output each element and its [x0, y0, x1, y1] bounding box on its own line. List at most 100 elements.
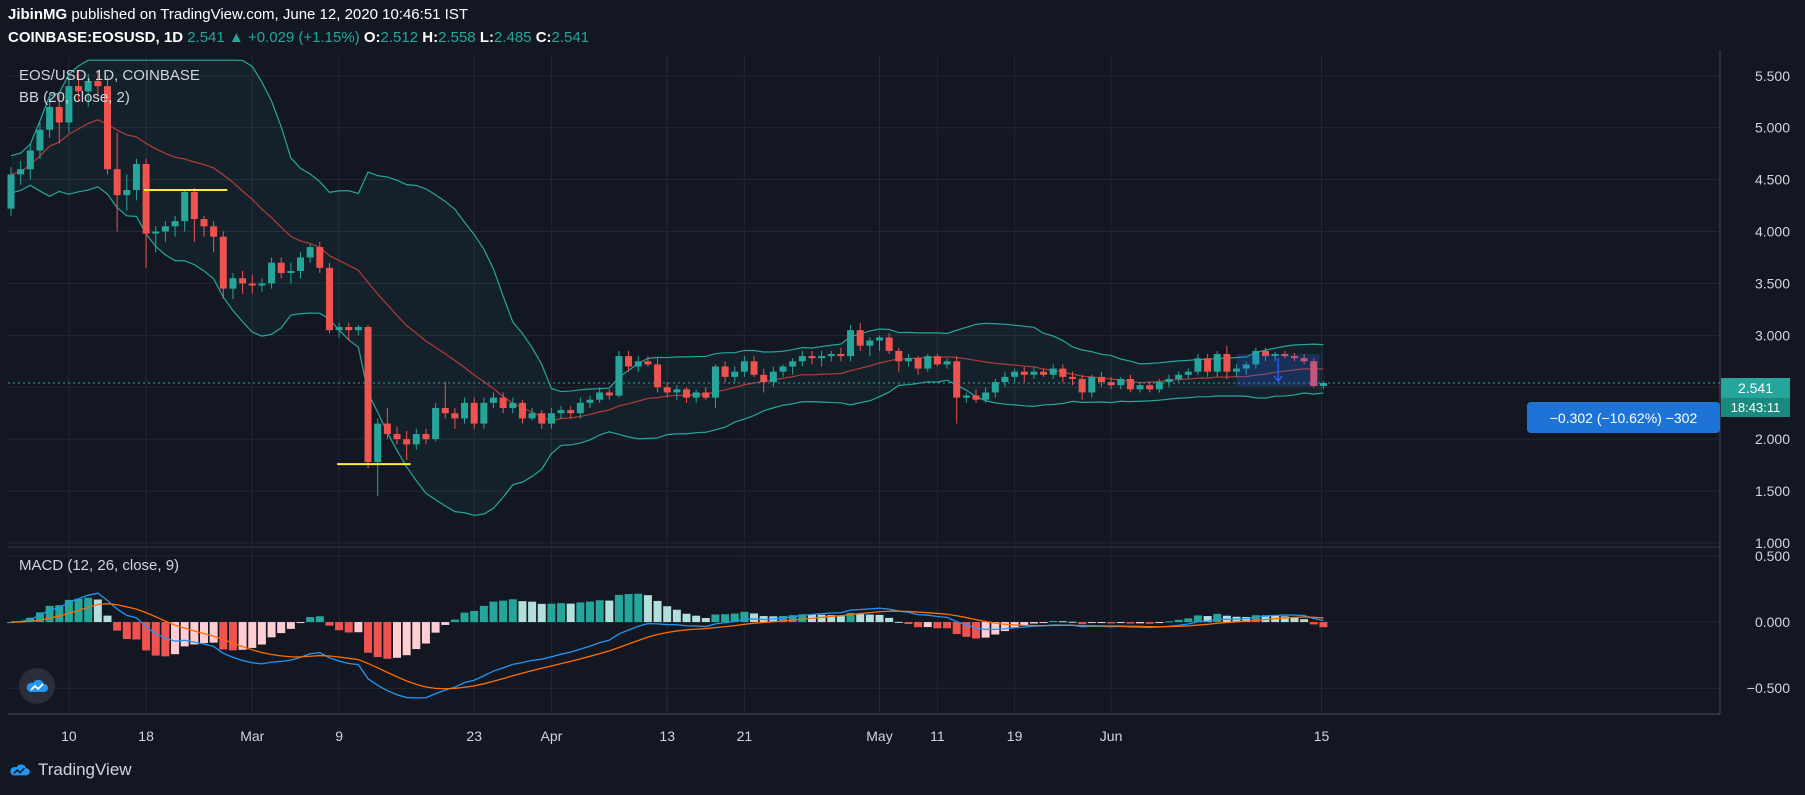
time-tick-label: Mar [240, 728, 264, 744]
macd-histogram-bar [450, 619, 459, 623]
candle-body [760, 374, 768, 383]
macd-histogram-bar [605, 600, 614, 623]
candle [567, 405, 575, 419]
candle-body [248, 283, 256, 286]
macd-histogram-bar [1078, 622, 1087, 625]
macd-histogram-bar [537, 603, 546, 623]
macd-histogram-bar [344, 622, 353, 633]
candle [673, 385, 681, 400]
macd-indicator-label[interactable]: MACD (12, 26, close, 9) [19, 557, 180, 574]
candle [644, 356, 652, 367]
macd-histogram-bar [923, 622, 932, 628]
macd-histogram-bar [875, 614, 884, 623]
candle-body [991, 382, 999, 393]
price-tick-label: 1.500 [1755, 483, 1790, 499]
brand[interactable]: TradingView [8, 760, 132, 780]
candle [123, 174, 131, 211]
candle-body [1136, 385, 1144, 390]
candle-body [393, 433, 401, 440]
candle [181, 189, 189, 232]
candle-body [210, 226, 218, 237]
candle-body [634, 361, 642, 367]
close-label: C: [535, 29, 552, 46]
candle-body [1204, 358, 1212, 372]
candle-body [798, 356, 806, 362]
candle-body [1155, 382, 1163, 390]
candle [1281, 350, 1289, 359]
macd-histogram-bar [248, 622, 257, 648]
candle [268, 257, 276, 289]
candle [818, 350, 826, 367]
macd-histogram-bar [1319, 622, 1328, 628]
candle [721, 361, 729, 383]
candle-body [962, 395, 970, 398]
price-tick-label: 5.000 [1755, 120, 1790, 136]
tradingview-logo-button[interactable] [19, 668, 55, 704]
candle-body [403, 439, 411, 445]
macd-histogram-bar [64, 599, 73, 623]
macd-histogram-bar [1058, 621, 1067, 623]
candle-body [1175, 374, 1183, 379]
candle-body [335, 327, 343, 331]
tradingview-icon [10, 764, 30, 776]
main-pane-title[interactable]: EOS/USD, 1D, COINBASE [19, 67, 200, 84]
macd-histogram-bar [190, 622, 199, 645]
macd-histogram-bar [1116, 622, 1125, 624]
bb-lower-band [10, 184, 1324, 517]
candle [1165, 374, 1173, 388]
candle-body [123, 189, 131, 196]
macd-histogram-bar [267, 622, 276, 638]
candle [837, 347, 845, 362]
candle-body [692, 392, 700, 398]
candle [1290, 352, 1298, 362]
candle-body [538, 413, 546, 424]
candle [297, 252, 304, 279]
candle-body [924, 356, 932, 369]
candle-body [46, 106, 54, 130]
macd-histogram-bar [701, 617, 710, 623]
candle [345, 322, 353, 341]
macd-histogram-bar [412, 622, 421, 650]
candle [1020, 366, 1028, 383]
price-change: +0.029 (+1.15%) [247, 29, 360, 46]
time-tick-label: 21 [737, 728, 753, 744]
macd-histogram-bar [171, 622, 180, 655]
chart-overlays [8, 188, 1720, 466]
candle-body [876, 337, 883, 341]
candle-body [837, 354, 845, 357]
macd-histogram-bar [788, 615, 797, 623]
candle [248, 275, 256, 294]
candle [827, 350, 835, 362]
candle [1069, 371, 1076, 386]
candlestick-series[interactable] [7, 70, 1327, 497]
candle-body [1281, 354, 1289, 357]
macd-histogram-bar [35, 612, 44, 623]
measure-tooltip[interactable]: −0.302 (−10.62%) −302 [1527, 402, 1720, 433]
symbol[interactable]: COINBASE:EOSUSD, 1D [8, 29, 184, 46]
macd-histogram-bar [1242, 616, 1251, 623]
candle-body [721, 366, 729, 377]
macd-histogram-bar [711, 614, 720, 623]
candle [702, 387, 710, 400]
macd-histogram-bar [962, 622, 971, 637]
candle-body [1310, 361, 1318, 387]
macd-histogram-bar [1000, 622, 1009, 632]
candle [509, 397, 517, 414]
candle-body [895, 350, 903, 362]
candle [576, 397, 584, 419]
candle [1155, 378, 1163, 393]
macd-histogram-bar [325, 622, 334, 626]
macd-histogram-bar [653, 600, 662, 623]
macd-histogram-bar [914, 622, 923, 628]
macd-histogram-bar [528, 601, 537, 623]
bb-indicator-label[interactable]: BB (20, close, 2) [19, 89, 130, 106]
candle [789, 358, 797, 375]
candle [287, 262, 295, 284]
candle [306, 243, 314, 263]
publisher-name[interactable]: JibinMG [8, 6, 68, 23]
candle-body [451, 413, 459, 419]
macd-histogram-bar [122, 622, 131, 640]
candle [1300, 354, 1308, 365]
candle-body [171, 221, 179, 227]
